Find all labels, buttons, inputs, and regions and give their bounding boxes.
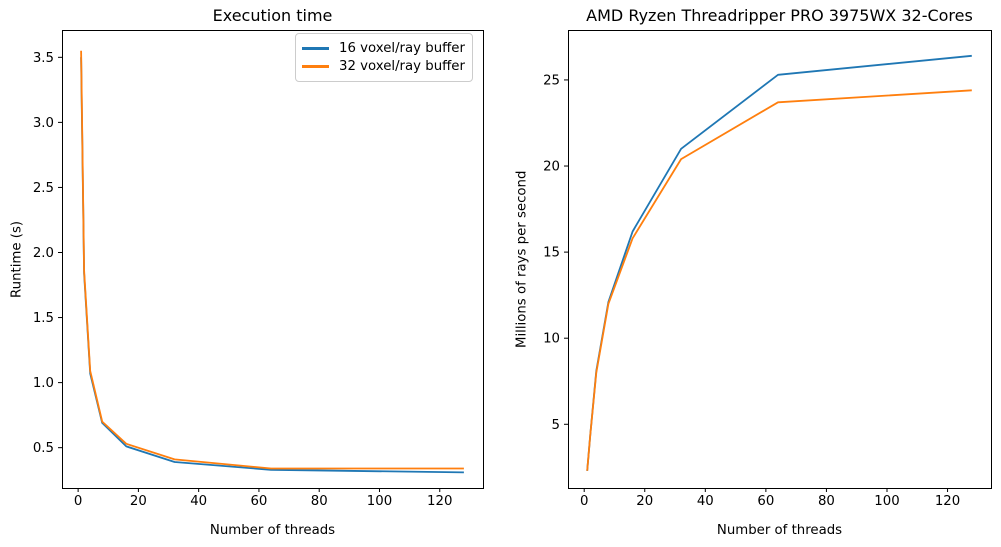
x-tick-label: 20 — [130, 494, 147, 509]
x-tick-label: 60 — [757, 494, 774, 509]
y-tick-label: 3.5 — [33, 51, 54, 66]
legend-line-sample-32-voxel — [302, 65, 329, 69]
axes-frame — [62, 30, 484, 489]
series-line-32-voxel-ray-buffer — [80, 50, 464, 470]
y-tick-label: 1.0 — [33, 376, 54, 391]
y-tick-label: 2.0 — [33, 246, 54, 261]
y-tick-label: 0.5 — [33, 441, 54, 456]
x-tick-label: 80 — [818, 494, 835, 509]
x-tick-label: 0 — [74, 494, 82, 509]
legend-box: 16 voxel/ray buffer 32 voxel/ray buffer — [295, 33, 473, 82]
y-tick-label: 20 — [543, 160, 560, 175]
series-line-16-voxel-ray-buffer — [80, 57, 464, 474]
y-tick-label: 10 — [543, 332, 560, 347]
y-tick-label: 2.5 — [33, 181, 54, 196]
x-tick-label: 80 — [311, 494, 328, 509]
legend-label-16-voxel: 16 voxel/ray buffer — [339, 40, 465, 56]
chart-area-2: 0 20 40 60 80 100 120 5 10 15 20 25 — [543, 30, 992, 509]
x-tick-label: 40 — [190, 494, 207, 509]
chart2-yaxis-label: Millions of rays per second — [514, 170, 530, 348]
x-tick-label: 20 — [636, 494, 653, 509]
x-tick-label: 120 — [935, 494, 960, 509]
legend-item-16-voxel: 16 voxel/ray buffer — [302, 39, 465, 57]
chart2-title: AMD Ryzen Threadripper PRO 3975WX 32-Cor… — [586, 6, 973, 25]
chart2-xaxis-label: Number of threads — [716, 523, 843, 538]
x-tick-label: 60 — [250, 494, 267, 509]
legend-label-32-voxel: 32 voxel/ray buffer — [339, 59, 465, 75]
y-tick-label: 1.5 — [33, 311, 54, 326]
x-tick-label: 100 — [367, 494, 392, 509]
y-tick-label: 5 — [552, 418, 560, 433]
x-tick-label: 40 — [697, 494, 714, 509]
axes-frame — [568, 30, 992, 489]
series-line-32-voxel-ray-buffer — [586, 89, 972, 471]
series-line-16-voxel-ray-buffer — [586, 54, 972, 471]
chart1-title: Execution time — [212, 6, 333, 25]
chart-area-1: 0 20 40 60 80 100 120 0.5 1.0 1.5 2.0 2.5 3.0 3.5 — [33, 30, 484, 509]
legend-item-32-voxel: 32 voxel/ray buffer — [302, 58, 465, 76]
x-tick-label: 100 — [874, 494, 899, 509]
x-tick-label: 0 — [580, 494, 588, 509]
y-tick-label: 25 — [543, 73, 560, 88]
x-tick-label: 120 — [427, 494, 452, 509]
chart1-xaxis-label: Number of threads — [209, 523, 336, 538]
y-tick-label: 3.0 — [33, 116, 54, 131]
legend-line-sample-16-voxel — [302, 46, 329, 50]
chart1-yaxis-label: Runtime (s) — [9, 220, 25, 298]
y-tick-label: 15 — [543, 246, 560, 261]
